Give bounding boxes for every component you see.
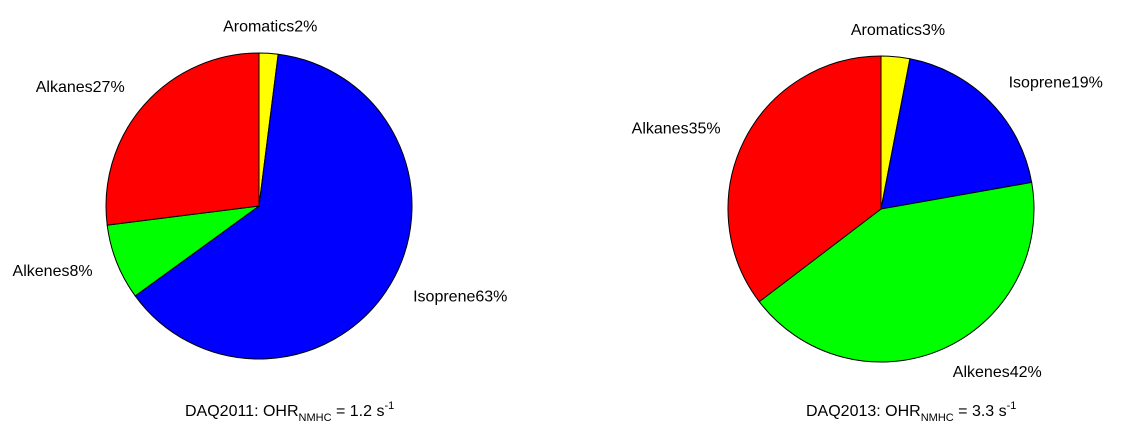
pie-slice-alkanes (727, 55, 882, 303)
pie-slices (727, 55, 1035, 363)
pie-label-alkanes: Alkanes27% (36, 79, 125, 96)
caption-superscript: -1 (384, 400, 394, 412)
pie-chart-daq2011: Aromatics2% Isoprene63% Alkenes8% Alkanes27… (13, 19, 508, 424)
pie-label-alkenes: Alkenes42% (953, 364, 1042, 381)
pie-label-aromatics: Aromatics2% (223, 19, 317, 36)
pie-chart-daq2013: Aromatics3% Isoprene19% Alkenes42% Alkanes3… (632, 22, 1103, 424)
pie-labels: Aromatics2% Isoprene63% Alkenes8% Alkanes27… (13, 19, 508, 306)
caption-superscript: -1 (1007, 400, 1017, 412)
chart-caption: DAQ2013: OHRNMHC = 3.3 s-1 (806, 400, 1016, 424)
caption-subscript: NMHC (299, 412, 332, 424)
pie-slice-alkenes (758, 181, 1035, 363)
pie-slice-isoprene (134, 53, 413, 360)
caption-middle: = 1.2 s (332, 403, 385, 420)
pie-label-isoprene: Isoprene19% (1009, 75, 1103, 92)
pie-slice-isoprene (880, 58, 1033, 210)
pie-labels: Aromatics3% Isoprene19% Alkenes42% Alkanes3… (632, 22, 1103, 381)
caption-middle: = 3.3 s (954, 403, 1007, 420)
pie-label-isoprene: Isoprene63% (413, 288, 507, 305)
caption-prefix: DAQ2011: OHR (185, 403, 299, 420)
chart-caption: DAQ2011: OHRNMHC = 1.2 s-1 (185, 400, 394, 424)
pie-slices (105, 52, 413, 360)
pie-label-alkenes: Alkenes8% (13, 263, 93, 280)
pie-slice-alkanes (105, 52, 260, 226)
caption-subscript: NMHC (921, 412, 954, 424)
pie-label-alkanes: Alkanes35% (632, 121, 721, 138)
pie-label-aromatics: Aromatics3% (851, 22, 945, 39)
caption-prefix: DAQ2013: OHR (806, 403, 921, 420)
